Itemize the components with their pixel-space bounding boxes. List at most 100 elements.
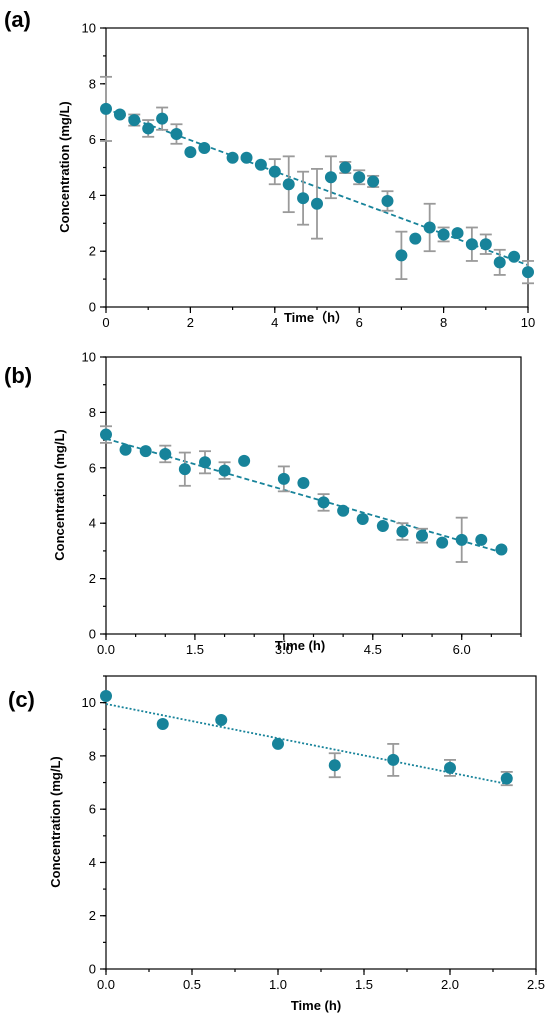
data-point <box>277 472 290 485</box>
x-tick-label: 6.0 <box>453 642 471 657</box>
x-tick-label: 2.0 <box>441 977 459 992</box>
data-point <box>465 238 478 251</box>
data-point <box>199 456 212 469</box>
y-tick-label: 6 <box>89 132 96 147</box>
x-axis-title: Time (h) <box>291 998 341 1013</box>
data-point <box>226 151 239 164</box>
data-point <box>100 102 112 115</box>
data-point <box>128 114 141 127</box>
data-point <box>268 165 281 178</box>
data-point <box>500 772 513 785</box>
data-point <box>495 543 508 556</box>
data-point <box>215 713 228 726</box>
x-tick-label: 0.5 <box>183 977 201 992</box>
data-point <box>324 171 337 184</box>
data-point <box>367 175 380 188</box>
chart-panel-a: 0 2 4 6 8 10 0 2 4 6 8 10 Time（h） Concentration (mg/L… <box>4 7 535 330</box>
data-point <box>396 525 409 538</box>
x-tick-label: 2 <box>187 315 194 330</box>
chart-panel-c: 0.0 0.5 1.0 1.5 2.0 2.5 0 2 4 6 8 10 Time (h) Concent… <box>8 675 545 1013</box>
y-tick-label: 6 <box>89 802 96 817</box>
data-point <box>353 171 366 184</box>
data-point <box>444 761 456 774</box>
data-point <box>238 454 251 467</box>
x-tick-label: 8 <box>440 315 447 330</box>
data-point <box>159 447 172 460</box>
y-tick-label: 2 <box>89 244 96 259</box>
data-point <box>170 128 183 141</box>
x-tick-label: 0 <box>102 315 109 330</box>
y-tick-label: 2 <box>89 908 96 923</box>
plot-frame <box>105 27 529 308</box>
data-point <box>508 250 521 263</box>
x-tick-label: 1.5 <box>355 977 373 992</box>
trend-line <box>105 703 507 785</box>
data-point <box>113 108 126 121</box>
y-tick-label: 10 <box>82 350 96 365</box>
data-point <box>254 158 267 171</box>
y-tick-label: 0 <box>89 300 96 315</box>
x-tick-label: 6 <box>356 315 363 330</box>
y-axis-title: Concentration (mg/L) <box>57 101 72 232</box>
y-tick-label: 2 <box>89 571 96 586</box>
plot-frame <box>105 675 537 970</box>
y-tick-label: 0 <box>89 627 96 642</box>
data-point <box>409 232 422 245</box>
data-point <box>356 513 369 526</box>
data-point <box>381 194 394 207</box>
data-point <box>156 112 169 125</box>
x-tick-label: 0.0 <box>97 642 115 657</box>
data-point <box>240 151 253 164</box>
data-point <box>387 753 400 766</box>
y-tick-label: 8 <box>89 748 96 763</box>
x-tick-label: 1.0 <box>269 977 287 992</box>
y-tick-label: 8 <box>89 405 96 420</box>
data-point <box>436 536 449 549</box>
data-point <box>156 717 169 730</box>
plot-frame <box>105 356 522 635</box>
data-point <box>272 737 284 750</box>
data-point <box>475 533 488 546</box>
x-tick-label: 3.0 <box>275 642 293 657</box>
data-point <box>493 256 506 269</box>
data-point <box>218 464 231 477</box>
y-tick-label: 4 <box>89 855 96 870</box>
data-point <box>178 463 191 476</box>
data-point <box>119 443 132 456</box>
chart-panel-b: 0.0 1.5 3.0 4.5 6.0 0 2 4 6 8 10 Time (h) Concentrat… <box>4 350 522 657</box>
x-tick-label: 2.5 <box>527 977 545 992</box>
data-point <box>282 178 295 191</box>
data-point <box>455 533 468 546</box>
x-tick-label: 4 <box>271 315 278 330</box>
data-point <box>142 122 155 135</box>
y-tick-label: 8 <box>89 76 96 91</box>
data-point <box>423 221 436 234</box>
data-point <box>415 529 428 542</box>
data-point <box>451 227 464 240</box>
y-axis-title: Concentration (mg/L) <box>48 756 63 887</box>
data-point <box>437 228 450 241</box>
x-tick-label: 1.5 <box>186 642 204 657</box>
x-tick-label: 10 <box>521 315 535 330</box>
panel-label: (a) <box>4 7 31 32</box>
data-point <box>317 496 330 509</box>
x-axis-title: Time（h） <box>284 310 348 325</box>
x-axis-title: Time (h) <box>275 638 325 653</box>
y-tick-label: 10 <box>82 695 96 710</box>
data-point <box>479 238 492 251</box>
y-tick-label: 6 <box>89 460 96 475</box>
y-axis-title: Concentration (mg/L) <box>52 429 67 560</box>
data-point <box>184 146 197 159</box>
data-point <box>395 249 408 262</box>
data-point <box>337 504 350 517</box>
data-point <box>376 519 389 532</box>
trend-line <box>105 437 502 554</box>
panel-label: (b) <box>4 363 32 388</box>
data-point <box>100 689 112 702</box>
y-tick-label: 0 <box>89 962 96 977</box>
data-point <box>328 759 341 772</box>
y-tick-label: 4 <box>89 188 96 203</box>
y-tick-label: 10 <box>82 21 96 36</box>
